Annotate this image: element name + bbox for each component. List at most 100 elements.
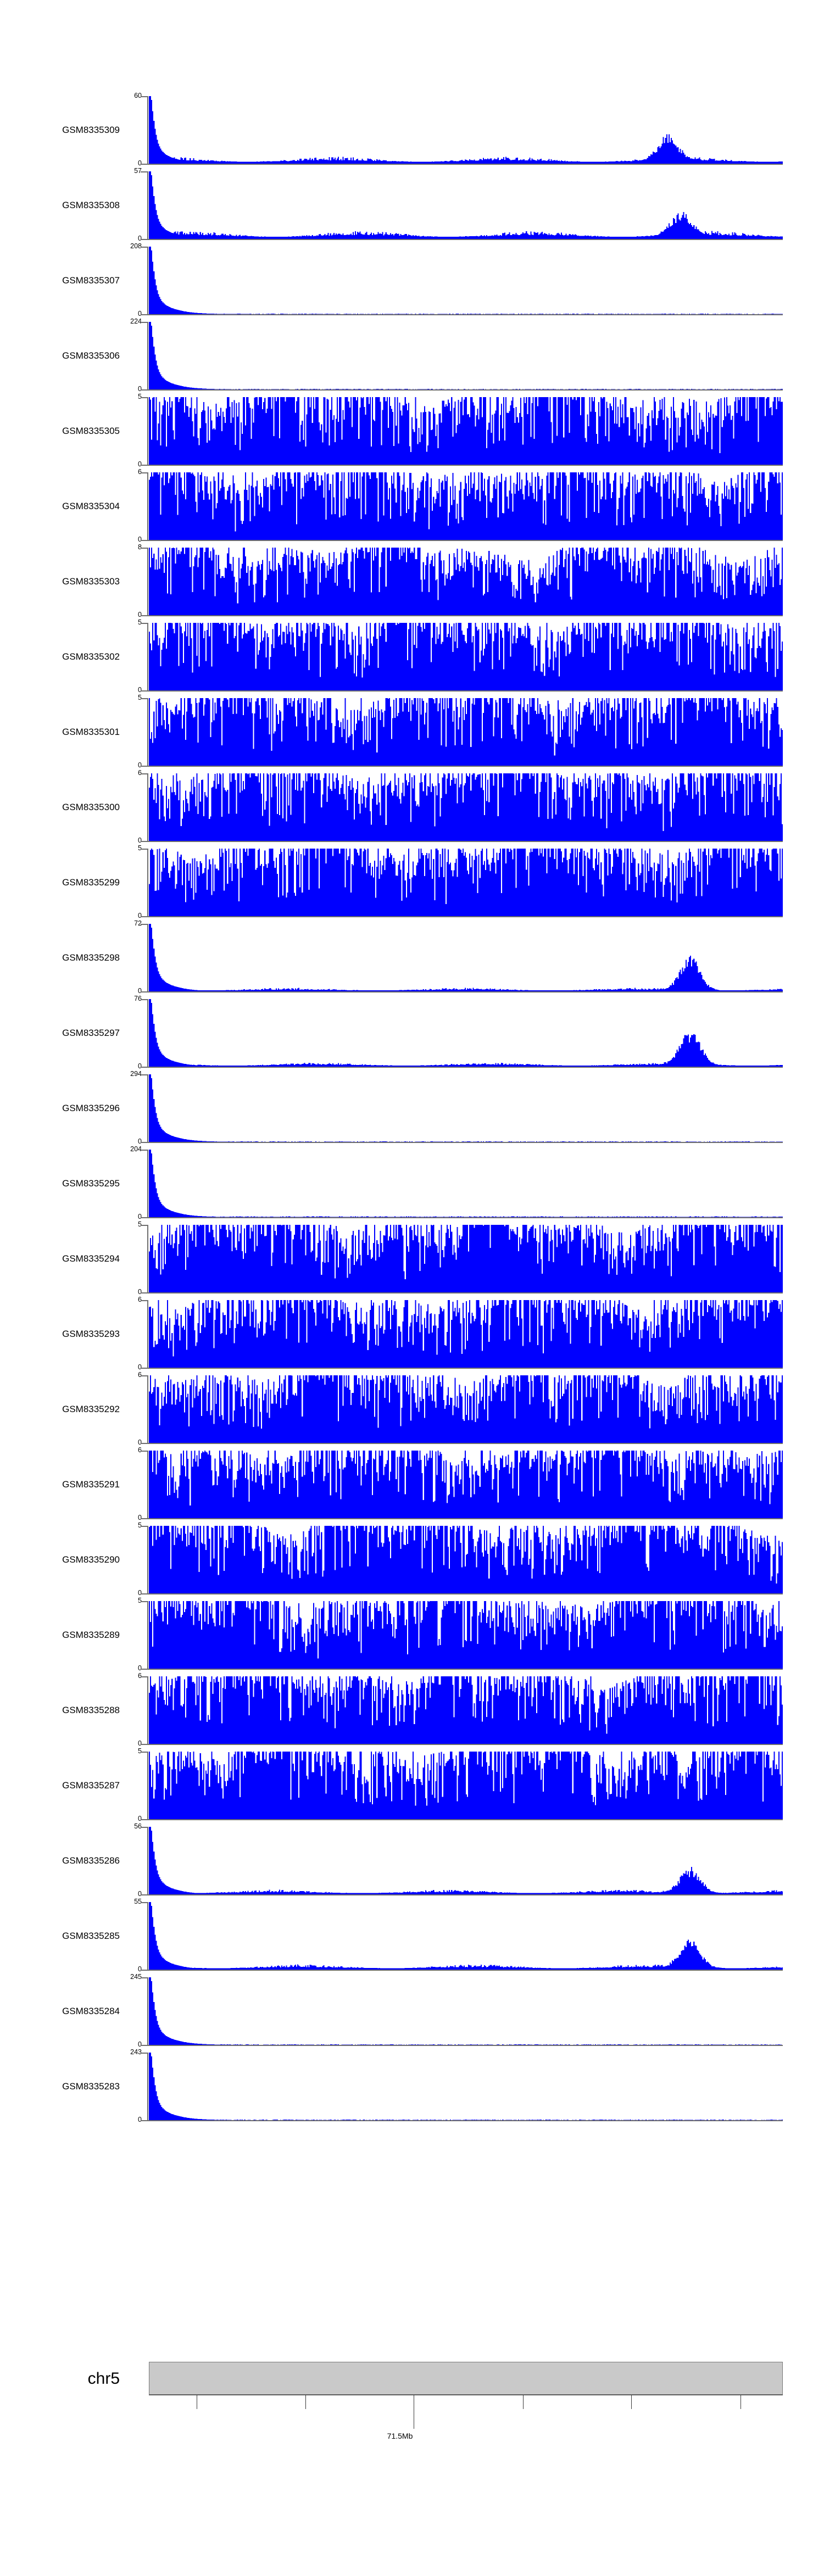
track-ymax-label: 5	[138, 694, 142, 701]
track-ymin-tick	[141, 1894, 148, 1895]
track-ymax-tick	[141, 1150, 148, 1151]
track-sample-label: GSM8335293	[62, 1328, 120, 1339]
track-ymin-label: 0	[138, 159, 142, 167]
track-ymax-label: 5	[138, 393, 142, 400]
track-ymax-label: 5	[138, 1747, 142, 1755]
track-sample-label: GSM8335288	[62, 1704, 120, 1715]
track-ymin-tick	[141, 991, 148, 993]
track-sample-label: GSM8335304	[62, 500, 120, 511]
track-coverage-plot	[149, 1676, 783, 1744]
track-coverage-plot	[149, 1150, 783, 1217]
track-ymin-tick	[141, 1518, 148, 1519]
track-ymax-label: 60	[134, 92, 142, 99]
track-sample-label: GSM8335306	[62, 350, 120, 361]
track-ymin-label: 0	[138, 460, 142, 468]
track-ymin-label: 0	[138, 235, 142, 242]
track-y-axis	[147, 472, 148, 540]
track-y-axis	[147, 1074, 148, 1142]
track-sample-label: GSM8335287	[62, 1780, 120, 1791]
track-coverage-plot	[149, 1977, 783, 2045]
track-y-axis	[147, 698, 148, 766]
track-y-axis	[147, 773, 148, 841]
track-ymin-label: 0	[138, 987, 142, 995]
track-ymin-label: 0	[138, 1815, 142, 1822]
track-sample-label: GSM8335291	[62, 1479, 120, 1490]
track-ymax-label: 5	[138, 844, 142, 852]
track-baseline	[147, 540, 783, 541]
track-sample-label: GSM8335298	[62, 952, 120, 963]
track-ymin-tick	[141, 1669, 148, 1670]
track-ymax-tick	[141, 773, 148, 774]
track-ymin-label: 0	[138, 536, 142, 543]
track-ymax-tick	[141, 623, 148, 624]
track-ymin-label: 0	[138, 1138, 142, 1145]
track-baseline	[147, 1518, 783, 1519]
track-ymin-label: 0	[138, 1438, 142, 1446]
track-y-axis	[147, 1526, 148, 1593]
track-ymax-tick	[141, 849, 148, 850]
track-y-axis	[147, 171, 148, 239]
track-sample-label: GSM8335289	[62, 1629, 120, 1640]
track-ymax-tick	[141, 1375, 148, 1376]
track-y-axis	[147, 999, 148, 1067]
track-baseline	[147, 465, 783, 466]
track-y-axis	[147, 1827, 148, 1894]
track-y-axis	[147, 1225, 148, 1292]
track-coverage-plot	[149, 623, 783, 690]
track-y-axis	[147, 924, 148, 991]
track-y-axis	[147, 96, 148, 164]
track-ymin-tick	[141, 1819, 148, 1820]
track-ymin-tick	[141, 766, 148, 767]
track-ymin-tick	[141, 916, 148, 917]
track-sample-label: GSM8335307	[62, 275, 120, 286]
track-ymin-tick	[141, 1443, 148, 1444]
track-ymin-label: 0	[138, 686, 142, 694]
track-ymax-tick	[141, 1451, 148, 1452]
track-ymin-tick	[141, 1368, 148, 1369]
track-ymin-tick	[141, 540, 148, 541]
track-baseline	[147, 1894, 783, 1895]
track-y-axis	[147, 1150, 148, 1217]
track-ymin-tick	[141, 1142, 148, 1143]
ideogram-bar[interactable]	[149, 2362, 783, 2395]
track-ymin-label: 0	[138, 837, 142, 844]
track-coverage-plot	[149, 472, 783, 540]
track-ymin-label: 0	[138, 385, 142, 393]
track-baseline	[147, 841, 783, 842]
track-ymax-tick	[141, 1827, 148, 1828]
track-ymax-label: 8	[138, 543, 142, 551]
track-sample-label: GSM8335292	[62, 1403, 120, 1414]
track-coverage-plot	[149, 171, 783, 239]
track-ymin-label: 0	[138, 1589, 142, 1597]
track-ymax-tick	[141, 247, 148, 248]
track-ymin-tick	[141, 1217, 148, 1218]
track-baseline	[147, 690, 783, 692]
track-baseline	[147, 1593, 783, 1594]
track-ymin-tick	[141, 465, 148, 466]
track-sample-label: GSM8335302	[62, 651, 120, 662]
track-baseline	[147, 389, 783, 391]
track-ymax-label: 76	[134, 995, 142, 1002]
track-sample-label: GSM8335308	[62, 199, 120, 210]
track-ymax-tick	[141, 1074, 148, 1075]
track-ymax-tick	[141, 698, 148, 699]
track-baseline	[147, 1669, 783, 1670]
track-coverage-plot	[149, 548, 783, 615]
track-coverage-plot	[149, 1601, 783, 1669]
track-sample-label: GSM8335299	[62, 877, 120, 888]
track-y-axis	[147, 1752, 148, 1819]
track-ymax-tick	[141, 548, 148, 549]
track-baseline	[147, 1217, 783, 1218]
track-ymax-tick	[141, 1676, 148, 1677]
track-baseline	[147, 1292, 783, 1293]
track-ymax-label: 208	[130, 242, 142, 250]
track-sample-label: GSM8335301	[62, 726, 120, 737]
track-baseline	[147, 615, 783, 616]
track-ymin-label: 0	[138, 1739, 142, 1747]
track-baseline	[147, 1142, 783, 1143]
track-ymax-tick	[141, 1225, 148, 1226]
track-ymin-label: 0	[138, 2040, 142, 2048]
track-ymax-tick	[141, 322, 148, 323]
genome-axis-tick	[305, 2395, 307, 2409]
